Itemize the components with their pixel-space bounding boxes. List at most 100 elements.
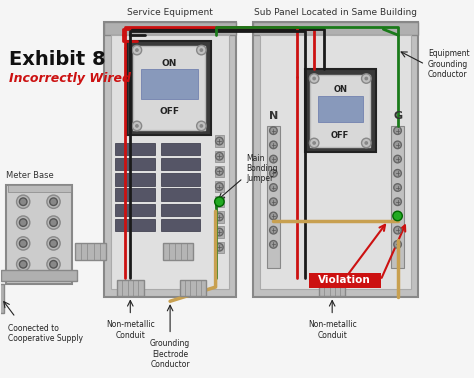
- Polygon shape: [253, 22, 419, 35]
- Text: Non-metallic
Conduit: Non-metallic Conduit: [106, 320, 155, 339]
- Text: Sub Panel Located in Same Building: Sub Panel Located in Same Building: [254, 8, 417, 17]
- Polygon shape: [104, 22, 237, 35]
- Polygon shape: [6, 185, 73, 284]
- Circle shape: [270, 155, 277, 163]
- Polygon shape: [161, 219, 201, 231]
- Text: Exhibit 8: Exhibit 8: [9, 50, 106, 69]
- Circle shape: [216, 152, 223, 160]
- Text: Main
Bonding
Jumper: Main Bonding Jumper: [246, 154, 277, 183]
- Circle shape: [19, 219, 27, 226]
- Circle shape: [365, 77, 368, 81]
- Circle shape: [394, 184, 401, 191]
- Circle shape: [362, 74, 371, 83]
- Circle shape: [200, 124, 203, 128]
- Polygon shape: [260, 35, 411, 289]
- Circle shape: [270, 169, 277, 177]
- Circle shape: [17, 237, 30, 250]
- Circle shape: [270, 184, 277, 191]
- Polygon shape: [391, 126, 404, 268]
- Circle shape: [393, 211, 402, 221]
- Circle shape: [394, 198, 401, 206]
- Circle shape: [394, 127, 401, 135]
- Polygon shape: [161, 189, 201, 201]
- Circle shape: [310, 138, 319, 148]
- Text: OFF: OFF: [159, 107, 179, 116]
- Circle shape: [216, 213, 223, 221]
- Circle shape: [200, 48, 203, 52]
- Circle shape: [270, 141, 277, 149]
- Polygon shape: [115, 158, 155, 170]
- Text: Coonected to
Cooperative Supply: Coonected to Cooperative Supply: [8, 324, 83, 343]
- Circle shape: [19, 240, 27, 247]
- Circle shape: [362, 138, 371, 148]
- Text: G: G: [393, 112, 402, 121]
- Polygon shape: [104, 22, 237, 296]
- Circle shape: [394, 155, 401, 163]
- Circle shape: [394, 240, 401, 248]
- Circle shape: [197, 121, 206, 131]
- Circle shape: [215, 197, 224, 206]
- Polygon shape: [75, 243, 106, 260]
- Circle shape: [50, 240, 57, 247]
- Circle shape: [394, 226, 401, 234]
- Circle shape: [394, 141, 401, 149]
- Circle shape: [50, 219, 57, 226]
- Circle shape: [365, 141, 368, 145]
- Polygon shape: [215, 242, 224, 253]
- Circle shape: [47, 237, 60, 250]
- Polygon shape: [161, 158, 201, 170]
- Circle shape: [216, 167, 223, 175]
- Circle shape: [270, 212, 277, 220]
- Text: N: N: [269, 112, 278, 121]
- Circle shape: [270, 240, 277, 248]
- Circle shape: [47, 258, 60, 271]
- Polygon shape: [215, 196, 224, 208]
- Circle shape: [47, 195, 60, 208]
- Circle shape: [394, 169, 401, 177]
- Polygon shape: [310, 273, 381, 288]
- Circle shape: [310, 74, 319, 83]
- Circle shape: [216, 198, 223, 206]
- Text: Service Equipment: Service Equipment: [127, 8, 213, 17]
- Polygon shape: [318, 96, 363, 122]
- Polygon shape: [161, 204, 201, 216]
- Polygon shape: [133, 46, 205, 130]
- Circle shape: [135, 48, 139, 52]
- Polygon shape: [128, 40, 211, 135]
- Circle shape: [135, 124, 139, 128]
- Polygon shape: [0, 284, 4, 313]
- Polygon shape: [115, 173, 155, 186]
- Circle shape: [19, 198, 27, 206]
- Polygon shape: [117, 280, 144, 296]
- Circle shape: [132, 45, 142, 55]
- Polygon shape: [215, 150, 224, 162]
- Circle shape: [19, 260, 27, 268]
- Circle shape: [50, 260, 57, 268]
- Text: Meter Base: Meter Base: [6, 171, 54, 180]
- Text: Non-metallic
Conduit: Non-metallic Conduit: [308, 320, 356, 339]
- Circle shape: [17, 258, 30, 271]
- Circle shape: [216, 137, 223, 145]
- Text: Grounding
Electrode
Conductor: Grounding Electrode Conductor: [150, 339, 190, 369]
- Polygon shape: [161, 143, 201, 155]
- Polygon shape: [180, 280, 206, 296]
- Polygon shape: [215, 166, 224, 177]
- Polygon shape: [267, 126, 280, 268]
- Polygon shape: [215, 211, 224, 223]
- Circle shape: [47, 216, 60, 229]
- Polygon shape: [161, 173, 201, 186]
- Polygon shape: [215, 226, 224, 238]
- Circle shape: [197, 45, 206, 55]
- Polygon shape: [141, 69, 198, 99]
- Text: ON: ON: [162, 59, 177, 68]
- Circle shape: [270, 226, 277, 234]
- Text: Incorrectly Wired: Incorrectly Wired: [9, 72, 131, 85]
- Polygon shape: [115, 204, 155, 216]
- Circle shape: [17, 216, 30, 229]
- Circle shape: [216, 243, 223, 251]
- Text: Violation: Violation: [318, 276, 371, 285]
- Circle shape: [17, 195, 30, 208]
- Polygon shape: [115, 143, 155, 155]
- Circle shape: [312, 77, 316, 81]
- Circle shape: [394, 212, 401, 220]
